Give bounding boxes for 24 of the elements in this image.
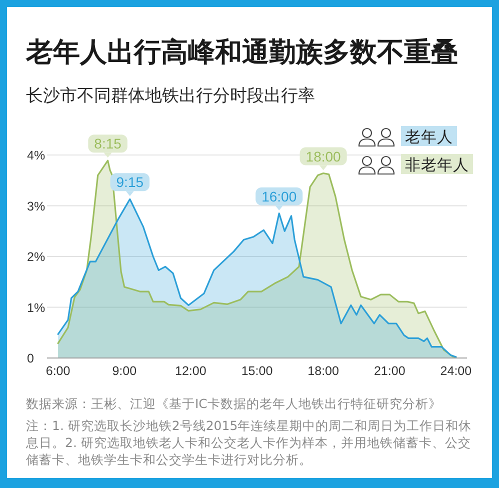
x-tick-label: 21:00 bbox=[374, 364, 406, 378]
y-tick-label: 0 bbox=[27, 352, 34, 366]
annotation: 16:00 bbox=[262, 188, 297, 204]
peak-label: 16:00 bbox=[256, 187, 303, 210]
peak-label: 8:15 bbox=[88, 134, 128, 158]
x-tick-label: 12:00 bbox=[175, 364, 206, 378]
y-tick-label: 3% bbox=[27, 199, 46, 214]
notes: 数据来源：王彬、江迎《基于IC卡数据的老年人地铁出行特征研究分析》 注：1. 研究选取长沙地铁2号线2015年连续星期中的周二和周日为工作日和休息日。2. 研究选取地铁老人卡和公交老人卡作为样本，并用地铁储蓄卡、公交储蓄卡、地铁学生卡和公交学生卡进行对比分析。 bbox=[26, 396, 472, 467]
peak-label: 9:15 bbox=[110, 173, 150, 196]
y-tick-label: 2% bbox=[27, 250, 46, 264]
annotation: 8:15 bbox=[94, 136, 122, 152]
peak-label: 18:00 bbox=[300, 147, 347, 170]
y-tick-label: 1% bbox=[27, 300, 46, 315]
legend: 老年人 非老年人 bbox=[401, 126, 473, 174]
subtitle: 长沙市不同群体地铁出行分时段出行率 bbox=[26, 86, 315, 106]
x-tick-label: 15:00 bbox=[241, 364, 273, 378]
x-tick-label: 18:00 bbox=[308, 364, 340, 378]
x-tick-label: 9:00 bbox=[112, 364, 137, 378]
annotation: 18:00 bbox=[306, 148, 342, 164]
y-tick-label: 4% bbox=[27, 148, 46, 162]
x-tick-label: 6:00 bbox=[46, 364, 70, 378]
x-tick-label: 24:00 bbox=[440, 364, 472, 378]
annotation: 9:15 bbox=[116, 174, 144, 190]
title: 老年人出行高峰和通勤族多数不重叠 bbox=[26, 37, 458, 68]
